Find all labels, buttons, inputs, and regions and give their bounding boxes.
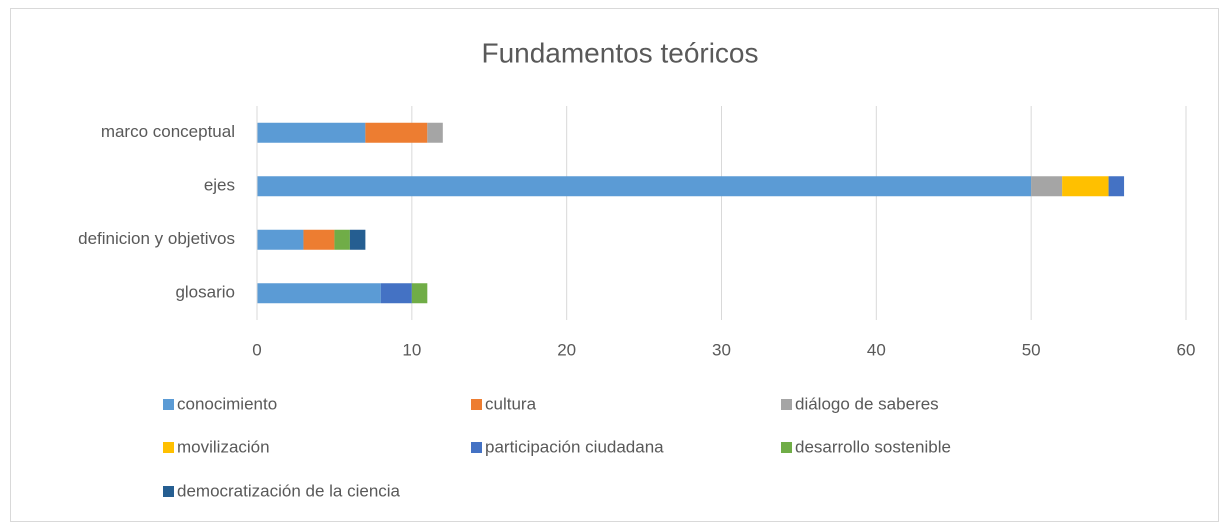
legend-label: diálogo de saberes (795, 394, 939, 413)
x-tick-label: 50 (1022, 340, 1041, 359)
x-tick-label: 20 (557, 340, 576, 359)
chart-border (10, 8, 1219, 522)
legend-swatch (471, 399, 482, 410)
bar-segment (380, 283, 412, 304)
bar-segment (427, 122, 443, 143)
legend-label: conocimiento (177, 394, 277, 413)
x-tick-label: 0 (252, 340, 261, 359)
bar-segment (257, 229, 304, 250)
legend-label: cultura (485, 394, 537, 413)
bar-segment (334, 229, 350, 250)
x-tick-label: 60 (1177, 340, 1196, 359)
y-tick-label: definicion y objetivos (78, 229, 235, 248)
y-tick-label: glosario (175, 283, 235, 302)
legend-swatch (163, 399, 174, 410)
y-tick-label: marco conceptual (101, 122, 235, 141)
legend-label: desarrollo sostenible (795, 437, 951, 456)
y-tick-label: ejes (204, 176, 235, 195)
bar-segment (1062, 176, 1109, 197)
legend-label: movilización (177, 437, 270, 456)
legend-swatch (781, 399, 792, 410)
bar-segment (411, 283, 428, 304)
bar-segment (257, 176, 1032, 197)
x-tick-label: 40 (867, 340, 886, 359)
bar-segment (1031, 176, 1063, 197)
legend-label: democratización de la ciencia (177, 481, 401, 500)
chart-title: Fundamentos teóricos (481, 37, 758, 68)
legend-swatch (163, 486, 174, 497)
bar-segment (1108, 176, 1125, 197)
legend-swatch (781, 442, 792, 453)
bar-segment (349, 229, 366, 250)
bar-segment (303, 229, 335, 250)
bar-segment (257, 283, 381, 304)
x-tick-label: 10 (402, 340, 421, 359)
legend-swatch (471, 442, 482, 453)
legend-label: participación ciudadana (485, 437, 664, 456)
legend-swatch (163, 442, 174, 453)
x-tick-label: 30 (712, 340, 731, 359)
bar-segment (257, 122, 366, 143)
bar-segment (365, 122, 428, 143)
